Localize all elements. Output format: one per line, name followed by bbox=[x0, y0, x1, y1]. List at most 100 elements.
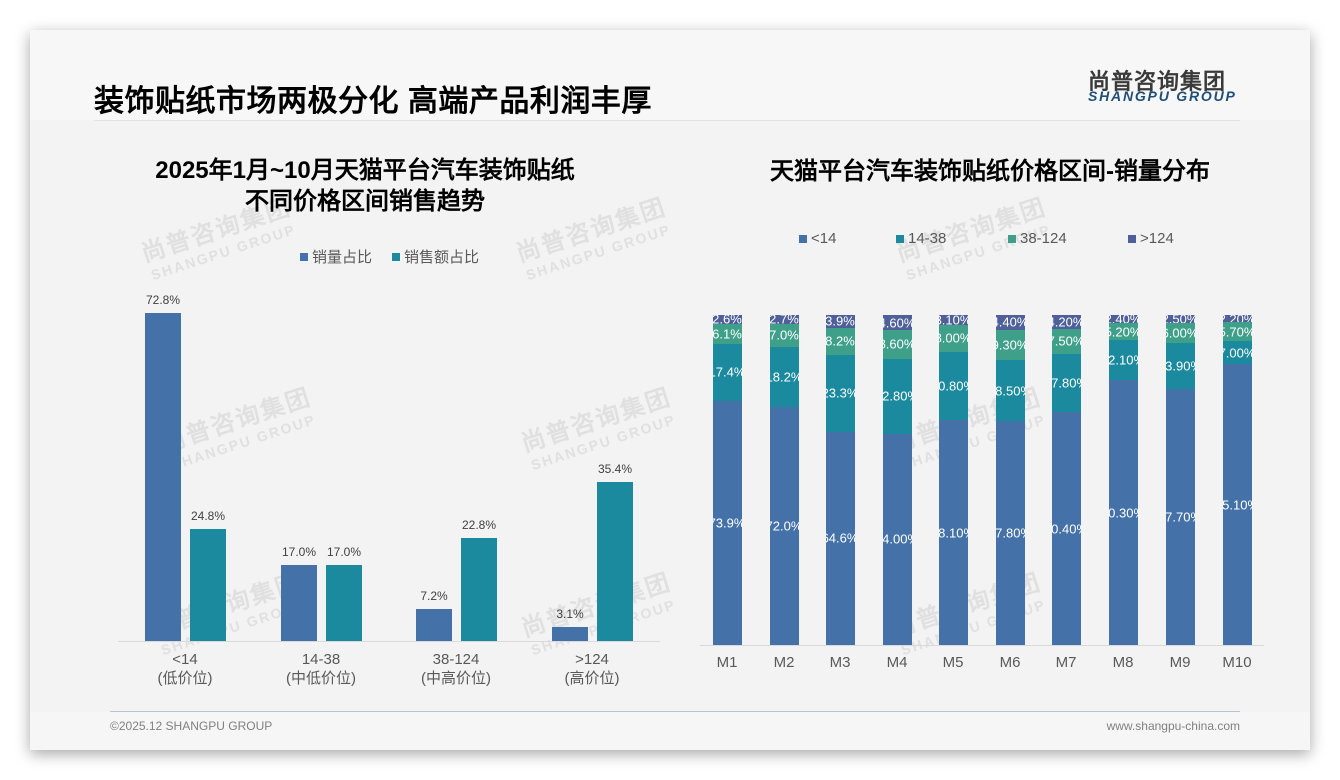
category-label: 38-124 (中高价位) bbox=[396, 650, 516, 688]
segment-value-label: 2.40% bbox=[1109, 315, 1138, 323]
segment-value-label: 7.50% bbox=[1052, 333, 1081, 349]
segment-value-label: 4.60% bbox=[883, 315, 912, 331]
left-chart-x-axis bbox=[118, 641, 660, 642]
footer-divider bbox=[110, 711, 1240, 712]
segment-value-label: 2.6% bbox=[712, 315, 742, 324]
legend-swatch bbox=[1128, 234, 1136, 243]
stacked-bar: 73.9% 17.4% 6.1% 2.6% bbox=[712, 315, 742, 645]
segment-lt14: 80.30% bbox=[1108, 380, 1138, 645]
legend-label: 38-124 bbox=[1020, 230, 1067, 247]
category-label: >124 (高价位) bbox=[532, 650, 652, 688]
segment-value-label: 7.00% bbox=[1223, 345, 1252, 361]
bar-value-label: 3.1% bbox=[556, 607, 584, 622]
page-title: 装饰贴纸市场两极分化 高端产品利润丰厚 bbox=[94, 85, 652, 118]
footer-copyright: ©2025.12 SHANGPU GROUP bbox=[110, 719, 273, 733]
segment-lt14: 64.00% bbox=[882, 433, 912, 645]
segment-14-38: 17.4% bbox=[712, 343, 742, 402]
segment-value-label: 3.9% bbox=[825, 315, 855, 328]
category-label: 14-38 (中低价位) bbox=[261, 650, 381, 688]
month-label: M10 bbox=[1222, 654, 1252, 671]
segment-value-label: 13.90% bbox=[1165, 358, 1195, 374]
segment-value-label: 8.60% bbox=[883, 336, 912, 352]
legend-swatch bbox=[392, 252, 400, 261]
slide: 装饰贴纸市场两极分化 高端产品利润丰厚 尚普咨询集团 SHANGPU GROUP… bbox=[30, 30, 1310, 750]
stacked-bar: 64.00% 22.80% 8.60% 4.60% bbox=[882, 315, 912, 645]
bar-revenue bbox=[190, 529, 226, 641]
legend-swatch bbox=[799, 234, 807, 243]
segment-lt14: 68.10% bbox=[938, 420, 968, 645]
segment-value-label: 72.0% bbox=[770, 518, 799, 534]
segment-38-124: 6.00% bbox=[1165, 323, 1195, 344]
segment-gt124: 2.20% bbox=[1222, 315, 1252, 323]
month-label: M2 bbox=[773, 654, 795, 671]
legend-item-38-124: 38-124 bbox=[1008, 230, 1067, 247]
category-range: 14-38 bbox=[301, 651, 341, 668]
category-tier: (中高价位) bbox=[421, 670, 491, 687]
segment-gt124: 2.50% bbox=[1165, 315, 1195, 324]
segment-value-label: 12.10% bbox=[1108, 352, 1138, 368]
segment-gt124: 4.20% bbox=[1051, 315, 1081, 329]
segment-gt124: 4.40% bbox=[995, 315, 1025, 330]
month-label: M1 bbox=[716, 654, 738, 671]
logo-english: SHANGPU GROUP bbox=[1088, 88, 1237, 104]
category-tier: (高价位) bbox=[564, 670, 620, 687]
left-chart-title-line1: 2025年1月~10月天猫平台汽车装饰贴纸 bbox=[155, 157, 575, 184]
segment-value-label: 23.3% bbox=[826, 385, 855, 401]
header-band bbox=[30, 30, 1310, 120]
segment-value-label: 22.80% bbox=[882, 388, 912, 404]
segment-14-38: 17.80% bbox=[1051, 353, 1081, 413]
segment-38-124: 9.30% bbox=[995, 329, 1025, 361]
legend-label: >124 bbox=[1140, 230, 1174, 247]
stacked-bar: 80.30% 12.10% 5.20%2.40% bbox=[1108, 315, 1138, 645]
stacked-bar: 77.70% 13.90% 6.00%2.50% bbox=[1165, 315, 1195, 645]
segment-value-label: 80.30% bbox=[1108, 505, 1138, 520]
segment-value-label: 70.40% bbox=[1051, 521, 1081, 537]
segment-value-label: 8.00% bbox=[939, 330, 968, 346]
stacked-bar: 72.0% 18.2% 7.0% 2.7% bbox=[769, 315, 799, 645]
month-label: M3 bbox=[829, 654, 851, 671]
legend-item-gt124: >124 bbox=[1128, 230, 1174, 247]
bar-revenue bbox=[326, 564, 362, 641]
segment-value-label: 5.20% bbox=[1109, 324, 1138, 340]
category-tier: (低价位) bbox=[157, 670, 213, 687]
segment-value-label: 67.80% bbox=[995, 525, 1025, 541]
segment-value-label: 6.1% bbox=[712, 326, 742, 342]
bar-value-label: 35.4% bbox=[597, 461, 633, 476]
segment-lt14: 73.9% bbox=[712, 401, 742, 645]
right-chart-x-axis bbox=[700, 645, 1264, 646]
segment-value-label: 7.0% bbox=[769, 327, 799, 343]
segment-lt14: 72.0% bbox=[769, 407, 799, 645]
segment-gt124: 3.9% bbox=[825, 315, 855, 328]
bar-value-label: 17.0% bbox=[326, 544, 362, 559]
left-chart-title: 2025年1月~10月天猫平台汽车装饰贴纸 不同价格区间销售趋势 bbox=[110, 155, 620, 217]
segment-gt124: 2.7% bbox=[769, 315, 799, 324]
segment-gt124: 2.40% bbox=[1108, 315, 1138, 323]
segment-value-label: 17.4% bbox=[713, 364, 742, 380]
month-label: M7 bbox=[1055, 654, 1077, 671]
segment-value-label: 5.70% bbox=[1223, 324, 1252, 340]
legend-label: 14-38 bbox=[908, 230, 947, 247]
bar-value-label: 22.8% bbox=[461, 518, 497, 533]
segment-14-38: 23.3% bbox=[825, 354, 855, 432]
category-label: <14 (低价位) bbox=[125, 650, 245, 688]
segment-38-124: 8.2% bbox=[825, 327, 855, 355]
segment-38-124: 7.50% bbox=[1051, 328, 1081, 354]
segment-38-124: 8.00% bbox=[938, 325, 968, 352]
month-label: M6 bbox=[999, 654, 1021, 671]
segment-value-label: 73.9% bbox=[713, 515, 742, 531]
segment-14-38: 20.80% bbox=[938, 351, 968, 421]
segment-value-label: 8.2% bbox=[825, 333, 855, 349]
month-label: M4 bbox=[886, 654, 908, 671]
segment-value-label: 2.7% bbox=[769, 315, 799, 324]
segment-14-38: 22.80% bbox=[882, 358, 912, 434]
segment-value-label: 6.00% bbox=[1166, 325, 1195, 341]
segment-value-label: 2.50% bbox=[1166, 315, 1195, 324]
segment-value-label: 4.40% bbox=[996, 315, 1025, 330]
segment-38-124: 5.70% bbox=[1222, 322, 1252, 342]
segment-value-label: 4.20% bbox=[1052, 315, 1081, 329]
segment-value-label: 85.10% bbox=[1222, 497, 1252, 513]
month-label: M5 bbox=[942, 654, 964, 671]
segment-38-124: 5.20% bbox=[1108, 322, 1138, 341]
left-chart-title-line2: 不同价格区间销售趋势 bbox=[245, 188, 485, 215]
